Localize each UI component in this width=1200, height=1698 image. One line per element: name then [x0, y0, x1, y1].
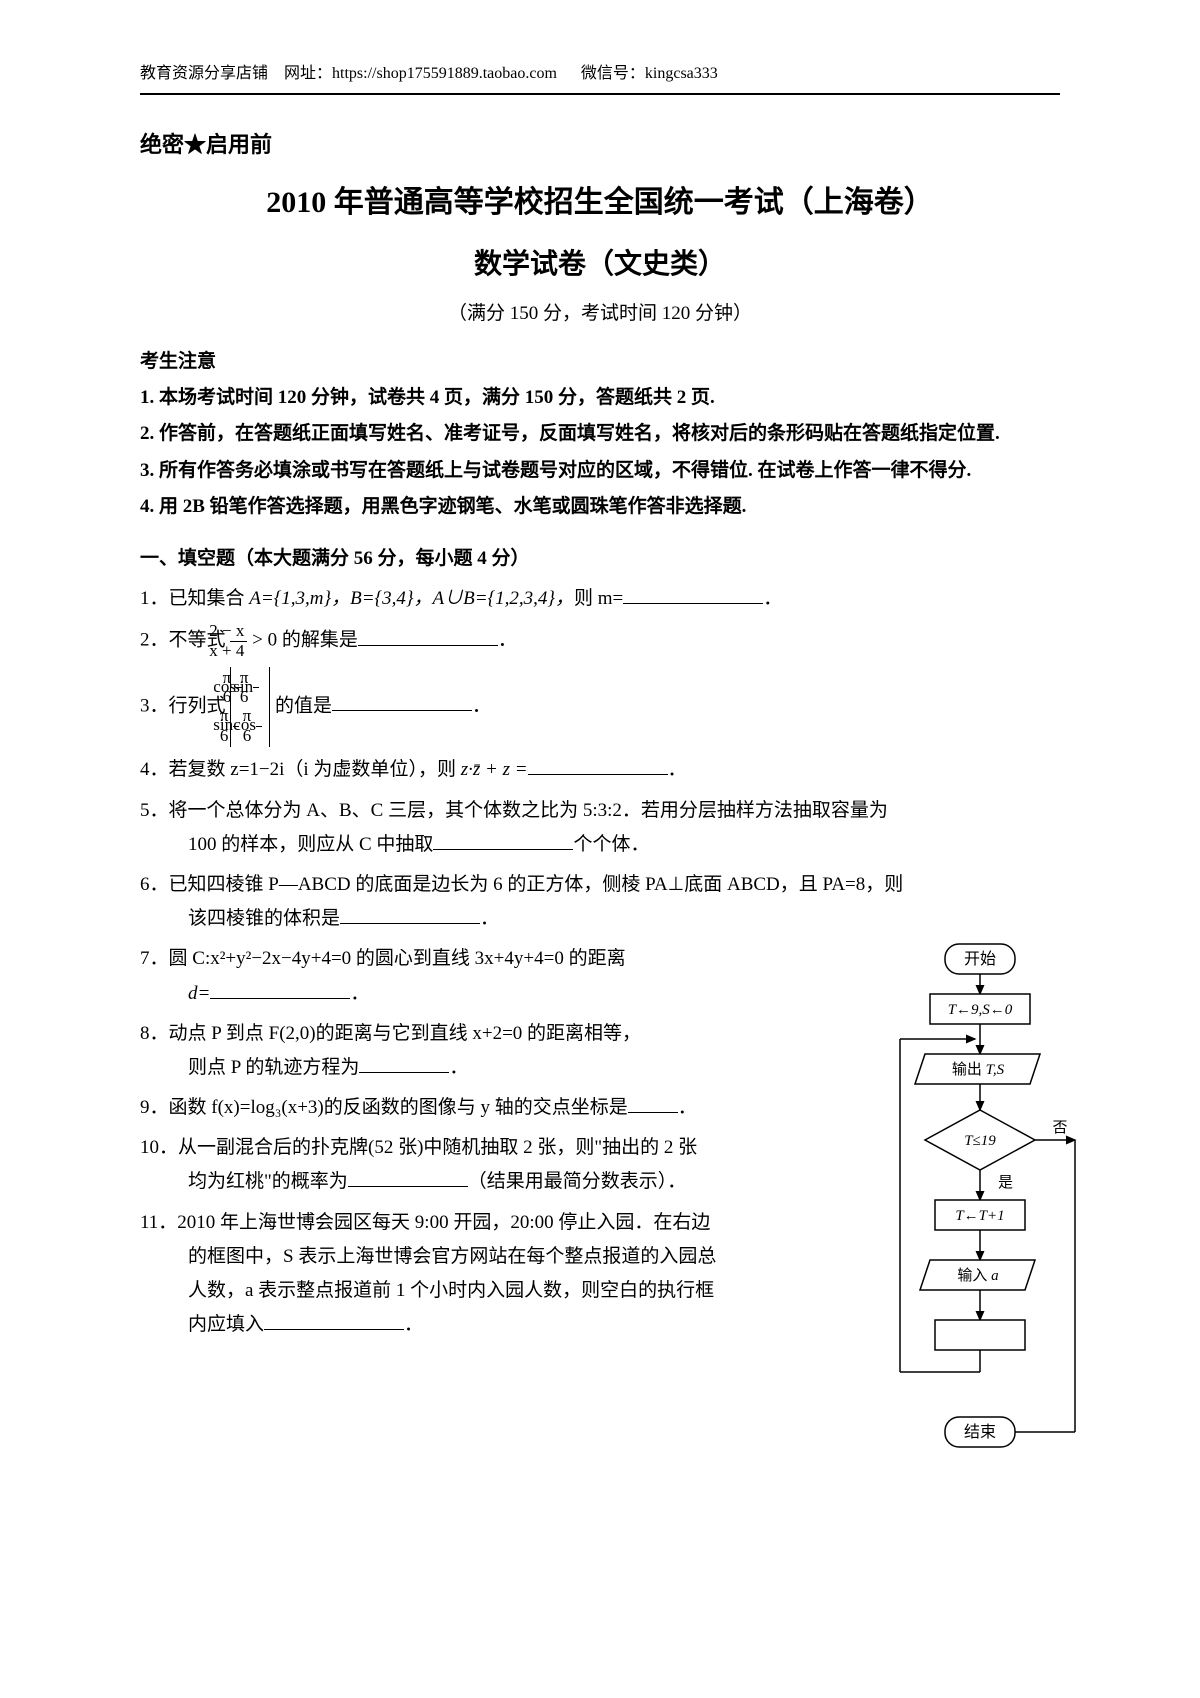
q1-expr: A={1,3,m}，B={3,4}，A∪B={1,2,3,4}，	[249, 588, 574, 609]
svg-text:T←T+1: T←T+1	[955, 1208, 1004, 1224]
svg-text:T≤19: T≤19	[964, 1133, 996, 1149]
q2-text-b: > 0 的解集是	[252, 630, 358, 651]
svg-text:是: 是	[998, 1175, 1013, 1191]
q10-num: 10．	[140, 1137, 178, 1158]
svg-text:输入 a: 输入 a	[957, 1267, 998, 1284]
q6-num: 6．	[140, 874, 169, 895]
question-4: 4．若复数 z=1−2i（i 为虚数单位），则 z·z̄ + z =．	[140, 753, 1060, 787]
question-3: 3．行列式 cosπ6 sinπ6 sinπ6 cosπ6 的值是．	[140, 667, 1060, 748]
notice-1: 1. 本场考试时间 120 分钟，试卷共 4 页，满分 150 分，答题纸共 2…	[140, 381, 1060, 415]
q3-blank	[332, 692, 472, 711]
q11-line2: 的框图中，S 表示上海世博会官方网站在每个整点报道的入园总	[188, 1246, 716, 1267]
q3-d12c: 6	[253, 688, 259, 707]
q11-line3: 人数，a 表示整点报道前 1 个小时内入园人数，则空白的执行框	[188, 1280, 714, 1301]
q8-line2: 则点 P 的轨迹方程为	[188, 1057, 359, 1078]
q5-tail: 个个体．	[573, 834, 649, 855]
svg-text:输出 T,S: 输出 T,S	[952, 1061, 1005, 1078]
question-6-line2: 该四棱锥的体积是．	[140, 902, 1060, 936]
q2-blank	[358, 627, 498, 646]
q1-text-a: 已知集合	[169, 588, 250, 609]
q2-fraction: 2 − x x + 4	[230, 622, 247, 660]
svg-text:结束: 结束	[964, 1423, 996, 1441]
q6-text-a: 已知四棱锥 P—ABCD 的底面是边长为 6 的正方体，侧棱 PA⊥底面 ABC…	[169, 874, 904, 895]
url-label: 网址：https://shop175591889.taobao.com	[284, 65, 557, 82]
q2-num: 2．	[140, 630, 169, 651]
notice-heading: 考生注意	[140, 345, 1060, 379]
notice-2: 2. 作答前，在答题纸正面填写姓名、准考证号，反面填写姓名，将核对后的条形码贴在…	[140, 417, 1060, 451]
q1-num: 1．	[140, 588, 169, 609]
q3-text-b: 的值是	[275, 695, 332, 716]
question-6: 6．已知四棱锥 P—ABCD 的底面是边长为 6 的正方体，侧棱 PA⊥底面 A…	[140, 868, 1060, 902]
q4-expr: z·z̄ + z =	[461, 759, 528, 780]
question-1: 1．已知集合 A={1,3,m}，B={3,4}，A∪B={1,2,3,4}，则…	[140, 582, 1060, 616]
q6-blank	[340, 905, 480, 924]
q10-line2: 均为红桃"的概率为	[188, 1171, 348, 1192]
notice-3: 3. 所有作答务必填涂或书写在答题纸上与试卷题号对应的区域，不得错位. 在试卷上…	[140, 454, 1060, 488]
q1-blank	[623, 585, 763, 604]
q7-line2: d=	[188, 983, 210, 1004]
q11-text-a: 2010 年上海世博会园区每天 9:00 开园，20:00 停止入园．在右边	[177, 1212, 710, 1233]
q2-frac-num: 2 − x	[230, 622, 247, 642]
q3-num: 3．	[140, 695, 169, 716]
q9-num: 9．	[140, 1097, 169, 1118]
q9-text-a: 函数 f(x)=log₃(x+3)的反函数的图像与 y 轴的交点坐标是	[169, 1097, 628, 1118]
question-2: 2．不等式 2 − x x + 4 > 0 的解集是．	[140, 622, 1060, 660]
q1-text-b: 则 m=	[574, 588, 623, 609]
q11-line4: 内应填入	[188, 1314, 264, 1335]
flowchart-svg: 开始 T←9,S←0 输出 T,S T≤19 否 是 T←T+1	[890, 942, 1100, 1502]
q5-blank	[433, 831, 573, 850]
q8-blank	[359, 1054, 449, 1073]
q9-blank	[628, 1094, 678, 1113]
q5-text-a: 将一个总体分为 A、B、C 三层，其个体数之比为 5:3:2．若用分层抽样方法抽…	[169, 800, 888, 821]
question-5-line2: 100 的样本，则应从 C 中抽取 个个体．	[140, 828, 1060, 862]
shop-label: 教育资源分享店铺	[140, 65, 268, 82]
svg-text:否: 否	[1052, 1120, 1067, 1136]
notice-4: 4. 用 2B 铅笔作答选择题，用黑色字迹钢笔、水笔或圆珠笔作答非选择题.	[140, 490, 1060, 524]
flowchart: 开始 T←9,S←0 输出 T,S T≤19 否 是 T←T+1	[890, 942, 1090, 1502]
q4-text-a: 若复数 z=1−2i（i 为虚数单位），则	[169, 759, 461, 780]
q3-determinant: cosπ6 sinπ6 sinπ6 cosπ6	[230, 667, 270, 748]
secret-line: 绝密★启用前	[140, 125, 1060, 165]
q3-d22b: π	[256, 707, 262, 727]
exam-title-1: 2010 年普通高等学校招生全国统一考试（上海卷）	[140, 176, 1060, 230]
q11-num: 11．	[140, 1212, 177, 1233]
q2-frac-den: x + 4	[230, 642, 247, 661]
question-5: 5．将一个总体分为 A、B、C 三层，其个体数之比为 5:3:2．若用分层抽样方…	[140, 794, 1060, 828]
q7-blank	[210, 980, 350, 999]
section-1-heading: 一、填空题（本大题满分 56 分，每小题 4 分）	[140, 542, 1060, 576]
q5-line2: 100 的样本，则应从 C 中抽取	[188, 834, 433, 855]
wechat-label: 微信号：kingcsa333	[581, 65, 718, 82]
q4-blank	[528, 756, 668, 775]
q10-tail: （结果用最简分数表示）．	[468, 1171, 687, 1192]
q10-text-a: 从一副混合后的扑克牌(52 张)中随机抽取 2 张，则"抽出的 2 张	[178, 1137, 697, 1158]
q5-num: 5．	[140, 800, 169, 821]
q11-blank	[264, 1311, 404, 1330]
svg-text:T←9,S←0: T←9,S←0	[948, 1002, 1013, 1018]
q3-d22c: 6	[256, 727, 262, 746]
q7-num: 7．	[140, 948, 169, 969]
q10-blank	[348, 1168, 468, 1187]
fc-start: 开始	[964, 950, 996, 968]
content-with-flowchart: 7．圆 C:x²+y²−2x−4y+4=0 的圆心到直线 3x+4y+4=0 的…	[140, 942, 1060, 1342]
exam-subtitle: （满分 150 分，考试时间 120 分钟）	[140, 297, 1060, 331]
page-header: 教育资源分享店铺 网址：https://shop175591889.taobao…	[140, 60, 1060, 95]
q8-num: 8．	[140, 1023, 169, 1044]
q8-text-a: 动点 P 到点 F(2,0)的距离与它到直线 x+2=0 的距离相等，	[169, 1023, 642, 1044]
q3-d12b: π	[253, 669, 259, 689]
q4-num: 4．	[140, 759, 169, 780]
q6-line2: 该四棱锥的体积是	[188, 908, 340, 929]
exam-title-2: 数学试卷（文史类）	[140, 240, 1060, 290]
q7-text-a: 圆 C:x²+y²−2x−4y+4=0 的圆心到直线 3x+4y+4=0 的距离	[169, 948, 626, 969]
